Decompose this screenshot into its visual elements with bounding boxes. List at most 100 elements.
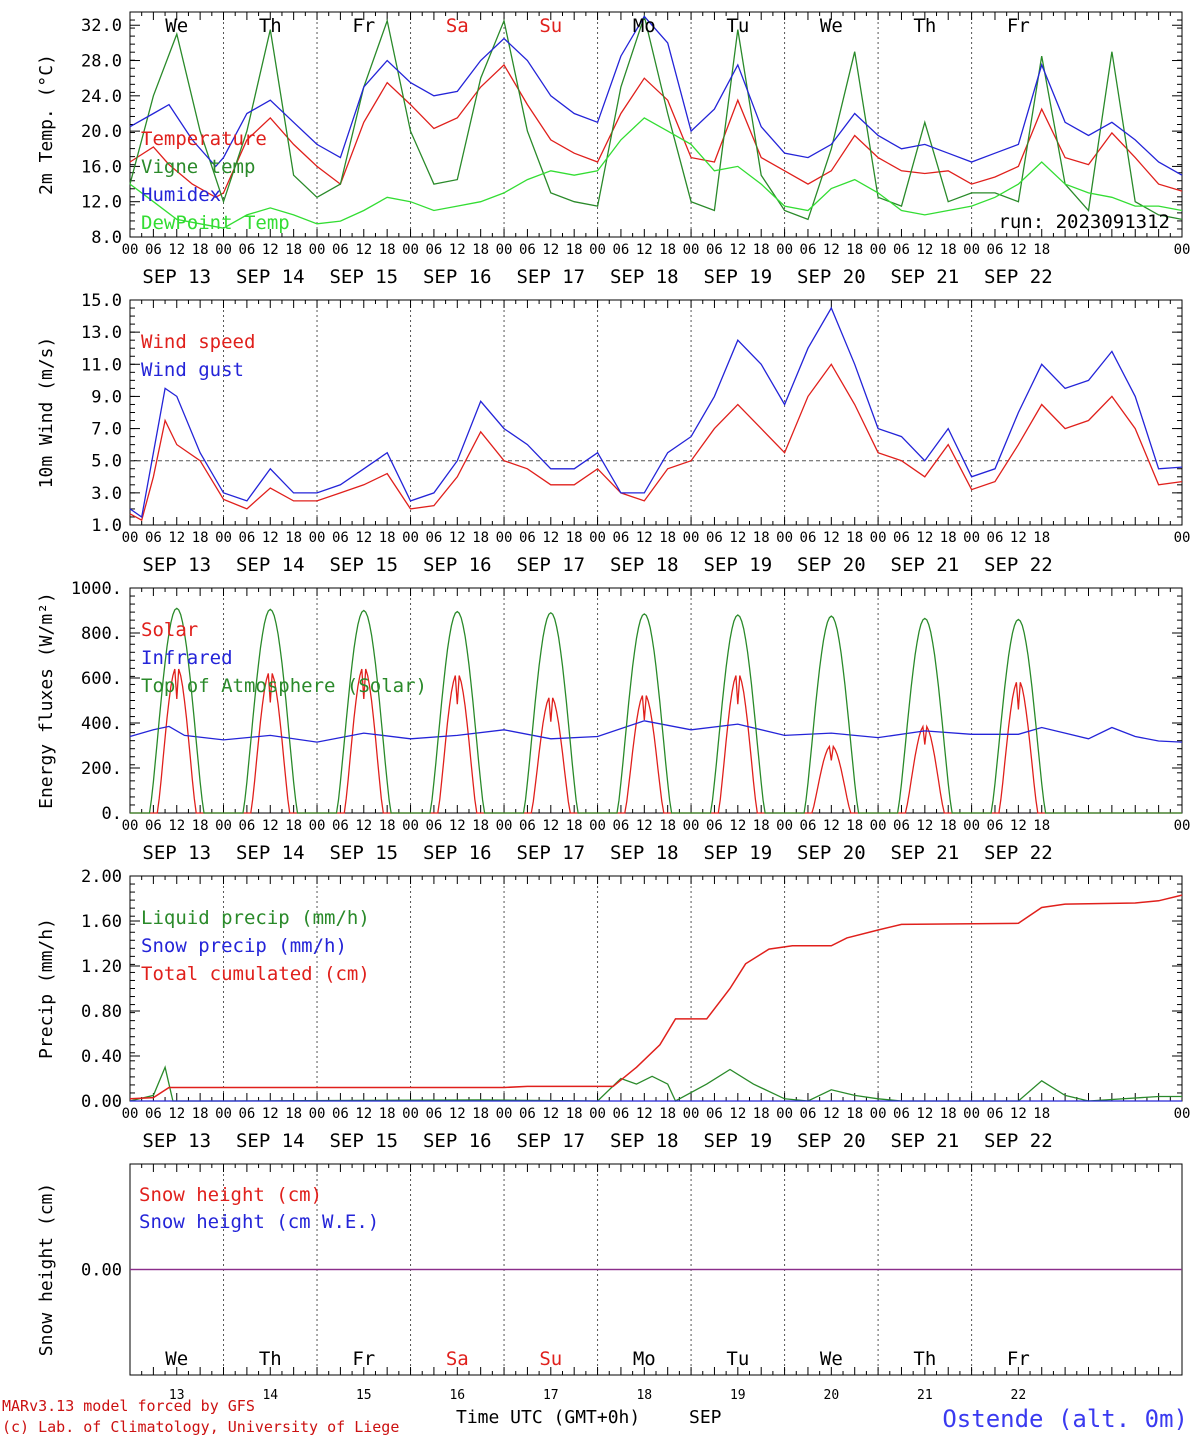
- footer-month: SEP: [689, 1407, 722, 1428]
- day-number-label: 15: [356, 1388, 372, 1403]
- x-hour-label: 06: [706, 530, 723, 546]
- day-name-label: Sa: [446, 1348, 469, 1370]
- x-hour-label: 00: [309, 242, 326, 258]
- x-date-label: SEP 19: [704, 554, 773, 576]
- x-hour-label: 00: [683, 818, 700, 834]
- day-name-label: We: [165, 1348, 188, 1370]
- day-name-label: Mo: [633, 1348, 656, 1370]
- x-hour-label: 06: [238, 530, 255, 546]
- y-tick-label: 1.0: [91, 516, 122, 536]
- legend-entry: Solar: [141, 619, 198, 641]
- x-hour-label: 00: [870, 242, 887, 258]
- x-hour-label: 00: [309, 530, 326, 546]
- day-number-label: 17: [543, 1388, 559, 1403]
- x-hour-label: 12: [542, 818, 559, 834]
- x-hour-label: 06: [987, 530, 1004, 546]
- x-hour-label: 06: [238, 242, 255, 258]
- x-hour-label: 00: [122, 1106, 139, 1122]
- x-hour-label: 00: [309, 1106, 326, 1122]
- x-hour-label: 06: [706, 242, 723, 258]
- x-hour-label: 12: [823, 242, 840, 258]
- day-name-label: Th: [913, 1348, 936, 1370]
- x-hour-label: 06: [145, 530, 162, 546]
- x-hour-label: 12: [1010, 1106, 1027, 1122]
- x-hour-label: 12: [449, 818, 466, 834]
- x-hour-label: 18: [846, 1106, 863, 1122]
- x-hour-label: 18: [846, 818, 863, 834]
- x-hour-label: 06: [332, 530, 349, 546]
- y-tick-label: 7.0: [91, 420, 122, 440]
- y-tick-label: 28.0: [81, 52, 122, 72]
- x-hour-label: 00: [870, 530, 887, 546]
- x-hour-label: 12: [823, 818, 840, 834]
- x-hour-label: 12: [1010, 530, 1027, 546]
- x-hour-label: 18: [940, 818, 957, 834]
- x-hour-label: 12: [168, 1106, 185, 1122]
- x-hour-label: 00: [589, 242, 606, 258]
- x-date-label: SEP 16: [423, 1130, 492, 1152]
- panels: 8.0 12.0 16.0 20.0 24.0 28.0 32.0 2m Temp. (°C)…: [36, 11, 1191, 1403]
- day-name-label: Tu: [726, 1348, 749, 1370]
- x-hour-label: 00: [776, 242, 793, 258]
- y-axis-label: Precip (mm/h): [36, 918, 57, 1059]
- legend-entry: Total cumulated (cm): [141, 963, 370, 985]
- x-hour-label: 00: [963, 242, 980, 258]
- y-tick-label: 1.60: [81, 912, 122, 932]
- series-line: [129, 63, 1183, 199]
- x-hour-label: 00: [1174, 1106, 1191, 1122]
- x-hour-label: 00: [496, 242, 513, 258]
- y-tick-label: 400.: [81, 714, 122, 734]
- x-hour-label: 00: [215, 1106, 232, 1122]
- x-hour-label: 00: [870, 818, 887, 834]
- x-hour-label: 06: [238, 818, 255, 834]
- x-hour-label: 12: [449, 530, 466, 546]
- x-hour-label: 06: [893, 242, 910, 258]
- y-tick-label: 600.: [81, 669, 122, 689]
- x-hour-label: 06: [800, 242, 817, 258]
- x-date-label: SEP 20: [797, 842, 866, 864]
- x-hour-label: 00: [402, 818, 419, 834]
- x-hour-label: 06: [706, 1106, 723, 1122]
- y-tick-label: 32.0: [81, 16, 122, 36]
- legend-entry: Infrared: [141, 647, 233, 669]
- plot-frame: [129, 299, 1183, 526]
- x-hour-label: 06: [800, 530, 817, 546]
- x-hour-label: 00: [215, 530, 232, 546]
- x-hour-label: 12: [729, 242, 746, 258]
- day-name-label: Sa: [446, 15, 469, 37]
- y-tick-label: 800.: [81, 624, 122, 644]
- x-date-label: SEP 21: [891, 1130, 960, 1152]
- x-hour-label: 00: [122, 818, 139, 834]
- y-tick-label: 2.00: [81, 867, 122, 887]
- x-date-label: SEP 16: [423, 266, 492, 288]
- x-hour-label: 18: [659, 530, 676, 546]
- x-hour-label: 00: [496, 1106, 513, 1122]
- x-hour-label: 18: [753, 242, 770, 258]
- x-hour-label: 18: [753, 530, 770, 546]
- x-hour-label: 00: [402, 530, 419, 546]
- series-line: [129, 894, 1183, 1100]
- x-hour-label: 12: [636, 242, 653, 258]
- footer-credit-1: MARv3.13 model forced by GFS: [2, 1397, 255, 1415]
- x-hour-label: 06: [800, 818, 817, 834]
- y-tick-label: 5.0: [91, 452, 122, 472]
- day-name-label: Mo: [633, 15, 656, 37]
- x-hour-label: 18: [940, 1106, 957, 1122]
- legend-entry: Wind speed: [141, 331, 255, 353]
- x-date-label: SEP 19: [704, 1130, 773, 1152]
- x-date-label: SEP 22: [984, 1130, 1053, 1152]
- x-hour-label: 12: [262, 818, 279, 834]
- x-date-label: SEP 20: [797, 554, 866, 576]
- x-date-label: SEP 17: [516, 266, 585, 288]
- x-date-label: SEP 14: [236, 554, 305, 576]
- x-hour-label: 06: [332, 818, 349, 834]
- x-date-label: SEP 18: [610, 1130, 679, 1152]
- y-axis-label: Snow height (cm): [36, 1183, 57, 1356]
- x-date-label: SEP 18: [610, 842, 679, 864]
- x-hour-label: 00: [776, 1106, 793, 1122]
- footer: MARv3.13 model forced by GFS (c) Lab. of…: [2, 1397, 1188, 1436]
- x-hour-label: 12: [168, 242, 185, 258]
- day-name-label: Fr: [352, 15, 375, 37]
- x-hour-label: 18: [472, 1106, 489, 1122]
- x-hour-label: 06: [893, 530, 910, 546]
